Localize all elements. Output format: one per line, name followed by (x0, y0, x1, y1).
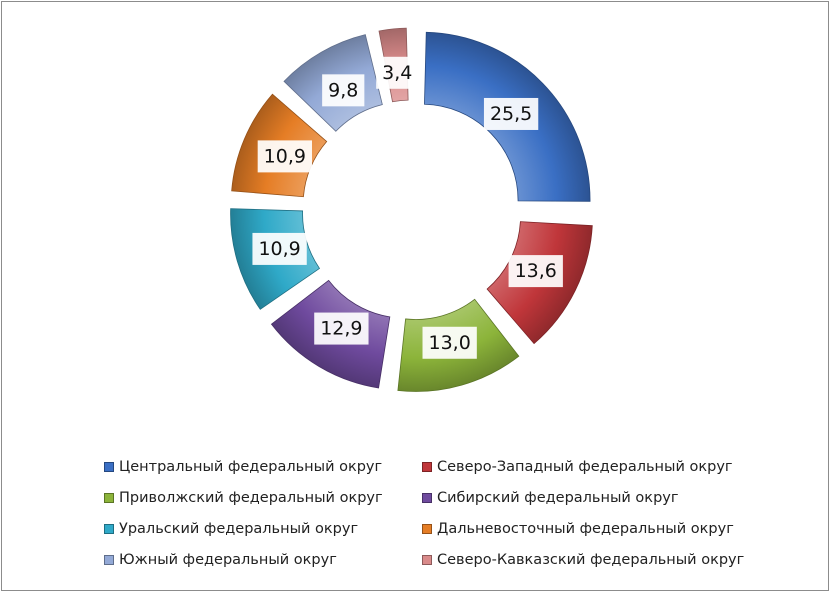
legend-label: Сибирский федеральный округ (437, 490, 679, 506)
legend-swatch (104, 462, 114, 472)
slice-label-box (322, 74, 365, 107)
legend-label: Приволжский федеральный округ (119, 490, 383, 506)
legend-label: Северо-Западный федеральный округ (437, 459, 733, 475)
slice-label-box (422, 326, 477, 359)
legend-label: Северо-Кавказский федеральный округ (437, 552, 745, 568)
slice-data-label: 13,6 (515, 260, 557, 282)
legend-label: Дальневосточный федеральный округ (437, 521, 734, 537)
legend-swatch (104, 524, 114, 534)
slice-label-box (483, 97, 539, 130)
slice-label-box (252, 232, 307, 265)
legend-item: Северо-Кавказский федеральный округ (422, 548, 762, 572)
legend-item: Уральский федеральный округ (104, 517, 422, 541)
legend-label: Южный федеральный округ (119, 552, 337, 568)
legend-swatch (422, 493, 432, 503)
slice-label-box (376, 56, 419, 89)
legend-swatch (422, 555, 432, 565)
legend-item: Северо-Западный федеральный округ (422, 455, 762, 479)
legend-label: Уральский федеральный округ (119, 521, 359, 537)
legend-item: Сибирский федеральный округ (422, 486, 762, 510)
slice-data-label: 25,5 (490, 103, 532, 125)
legend-swatch (422, 462, 432, 472)
slice-data-label: 10,9 (264, 145, 306, 167)
legend-label: Центральный федеральный округ (119, 459, 383, 475)
chart-legend: Центральный федеральный округ Северо-Запа… (104, 455, 784, 572)
slice-data-label: 10,9 (258, 238, 300, 260)
legend-swatch (104, 555, 114, 565)
slice-data-label: 12,9 (320, 318, 362, 340)
slice-label-box (314, 312, 369, 345)
legend-item: Центральный федеральный округ (104, 455, 422, 479)
slice-labels: 25,5 13,6 13,0 12,9 10,9 10,9 9,8 3,4 (252, 56, 563, 359)
legend-item: Приволжский федеральный округ (104, 486, 422, 510)
slice-label-box (508, 255, 563, 288)
legend-item: Южный федеральный округ (104, 548, 422, 572)
slice-data-label: 3,4 (382, 62, 412, 84)
legend-item: Дальневосточный федеральный округ (422, 517, 762, 541)
slice-data-label: 9,8 (328, 79, 358, 101)
slice-data-label: 13,0 (429, 332, 471, 354)
slice-label-box (257, 140, 312, 173)
legend-swatch (104, 493, 114, 503)
legend-swatch (422, 524, 432, 534)
